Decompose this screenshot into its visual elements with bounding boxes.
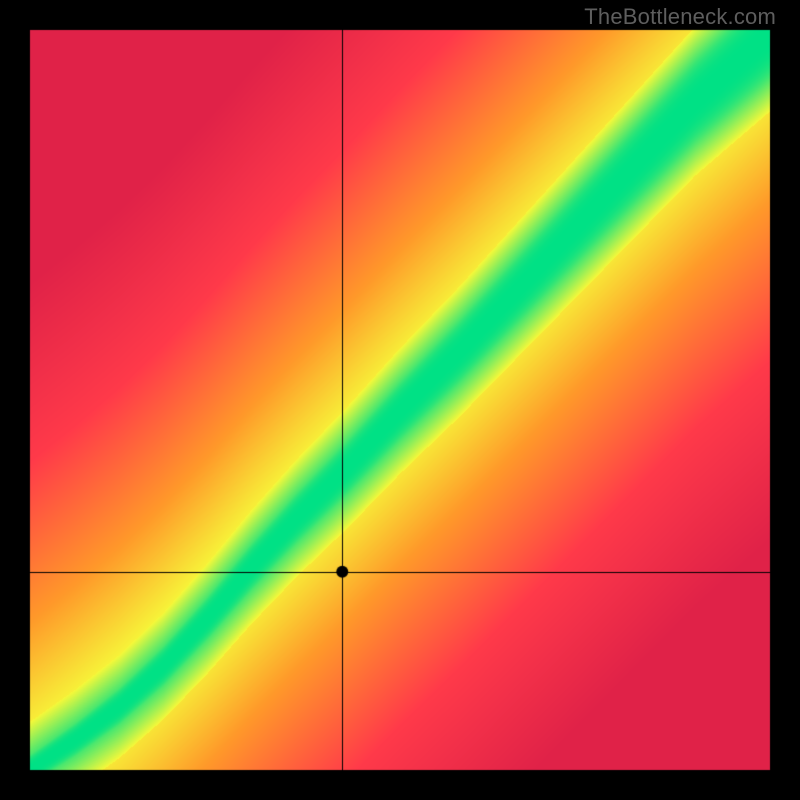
bottleneck-heatmap (0, 0, 800, 800)
watermark-text: TheBottleneck.com (584, 4, 776, 30)
chart-container: TheBottleneck.com (0, 0, 800, 800)
